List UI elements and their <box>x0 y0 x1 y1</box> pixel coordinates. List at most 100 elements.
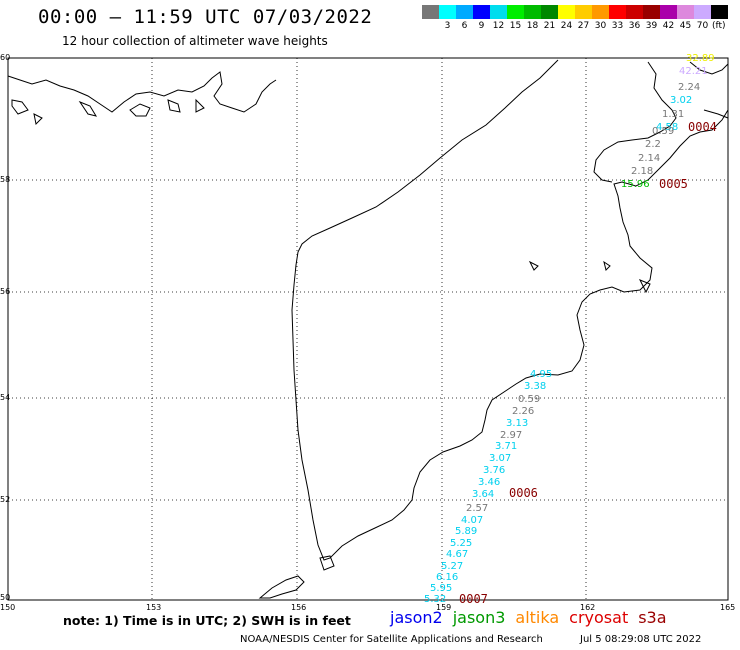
wave-height-label: 15.96 <box>621 179 650 190</box>
legend-swatch <box>626 5 643 19</box>
generated-timestamp: Jul 5 08:29:08 UTC 2022 <box>580 634 702 645</box>
wave-height-label: 5.89 <box>455 526 477 537</box>
legend-label: 33 <box>611 21 624 31</box>
wave-height-label: 3.71 <box>495 441 517 452</box>
x-tick-label: 153 <box>146 603 161 612</box>
legend-swatch <box>558 5 575 19</box>
legend-labels: 3 6 9 12 15 18 21 24 27 30 33 36 39 42 45 70 (ft) <box>422 21 728 31</box>
legend-swatch <box>507 5 524 19</box>
legend-label: 3 <box>444 21 451 31</box>
legend-label: 15 <box>509 21 522 31</box>
legend-swatch <box>711 5 728 19</box>
y-tick-label: 50 <box>0 593 10 602</box>
credit-text: NOAA/NESDIS Center for Satellite Applica… <box>240 634 543 645</box>
legend-label: 9 <box>478 21 485 31</box>
satellite-label: s3a <box>638 608 667 627</box>
grid <box>8 58 728 600</box>
legend-label: 27 <box>577 21 590 31</box>
legend-label: 42 <box>662 21 675 31</box>
wave-height-label: 3.02 <box>670 95 692 106</box>
pass-ids: 0004 0005 0006 0007 <box>459 120 717 606</box>
wave-height-label: 2.26 <box>512 406 534 417</box>
legend-label: 70 <box>696 21 709 31</box>
map-subtitle: 12 hour collection of altimeter wave hei… <box>62 34 328 48</box>
wave-height-label: 2.2 <box>645 139 661 150</box>
wave-height-label: 3.38 <box>524 381 546 392</box>
legend-swatches <box>422 5 728 19</box>
wave-height-label: 3.76 <box>483 465 505 476</box>
legend-swatch <box>524 5 541 19</box>
legend-swatch <box>592 5 609 19</box>
wave-height-label: 1.31 <box>662 109 684 120</box>
wave-height-label: 4.07 <box>461 515 483 526</box>
wave-height-label: 3.46 <box>478 477 500 488</box>
legend-swatch <box>473 5 490 19</box>
legend-swatch <box>677 5 694 19</box>
y-tick-label: 56 <box>0 287 10 296</box>
pass-id-label: 0004 <box>688 120 717 134</box>
wave-height-label: 4.58 <box>656 122 678 133</box>
legend-swatch <box>490 5 507 19</box>
wave-height-label: 2.18 <box>631 166 653 177</box>
legend-label: 6 <box>461 21 468 31</box>
wave-height-label: 4.95 <box>530 369 552 380</box>
wave-height-label: 42.21 <box>679 66 708 77</box>
legend-label: 36 <box>628 21 641 31</box>
x-tick-label: 162 <box>580 603 595 612</box>
satellite-label: jason3 <box>452 608 506 627</box>
pass-id-label: 0005 <box>659 177 688 191</box>
wave-height-label: 32.89 <box>686 53 715 64</box>
x-tick-label: 159 <box>436 603 451 612</box>
y-tick-label: 54 <box>0 393 10 402</box>
legend-swatch <box>541 5 558 19</box>
wave-height-label: 3.64 <box>472 489 494 500</box>
wave-height-label: 2.57 <box>466 503 488 514</box>
wave-height-label: 0.59 <box>518 394 540 405</box>
map-title: 00:00 – 11:59 UTC 07/03/2022 <box>38 6 373 28</box>
wave-height-label: 2.97 <box>500 430 522 441</box>
wave-height-label: 5.25 <box>450 538 472 549</box>
legend-swatch <box>660 5 677 19</box>
legend-label: 45 <box>679 21 692 31</box>
legend-unit: (ft) <box>712 21 726 31</box>
satellite-label: jason2 <box>390 608 443 627</box>
wave-height-label: 5.95 <box>430 583 452 594</box>
wave-height-label: 3.13 <box>506 418 528 429</box>
wave-height-label: 2.14 <box>638 153 660 164</box>
color-legend: 3 6 9 12 15 18 21 24 27 30 33 36 39 42 45 70 (ft) <box>422 5 728 31</box>
plot-frame <box>7 57 729 601</box>
y-tick-label: 58 <box>0 175 10 184</box>
satellite-legend: jason2 jason3 altika cryosat s3a <box>390 608 677 627</box>
y-tick-label: 52 <box>0 495 10 504</box>
legend-label: 12 <box>492 21 505 31</box>
wave-height-label: 3.07 <box>489 453 511 464</box>
coastline <box>7 59 729 599</box>
wave-height-label: 5.32 <box>424 594 446 605</box>
legend-label: 18 <box>526 21 539 31</box>
legend-label: 21 <box>543 21 556 31</box>
x-tick-label: 165 <box>720 603 735 612</box>
wave-height-label: 6.16 <box>436 572 458 583</box>
wave-height-label: 4.67 <box>446 549 468 560</box>
legend-label: 30 <box>594 21 607 31</box>
satellite-label: cryosat <box>569 608 629 627</box>
x-tick-label: 156 <box>291 603 306 612</box>
legend-swatch <box>643 5 660 19</box>
legend-swatch <box>456 5 473 19</box>
wave-height-label: 2.24 <box>678 82 700 93</box>
legend-swatch <box>609 5 626 19</box>
satellite-label: altika <box>515 608 560 627</box>
axis-labels: 150 153 156 159 162 165 60 58 56 54 52 5… <box>0 53 735 612</box>
pass-id-label: 0006 <box>509 486 538 500</box>
wave-height-label: 5.27 <box>441 561 463 572</box>
y-tick-label: 60 <box>0 53 10 62</box>
legend-label: 39 <box>645 21 658 31</box>
legend-swatch <box>422 5 439 19</box>
x-tick-label: 150 <box>0 603 15 612</box>
wave-height-label: 0.59 <box>652 126 674 137</box>
units-note: note: 1) Time is in UTC; 2) SWH is in fe… <box>63 613 351 628</box>
legend-label: 24 <box>560 21 573 31</box>
legend-swatch <box>575 5 592 19</box>
pass-id-label: 0007 <box>459 592 488 606</box>
